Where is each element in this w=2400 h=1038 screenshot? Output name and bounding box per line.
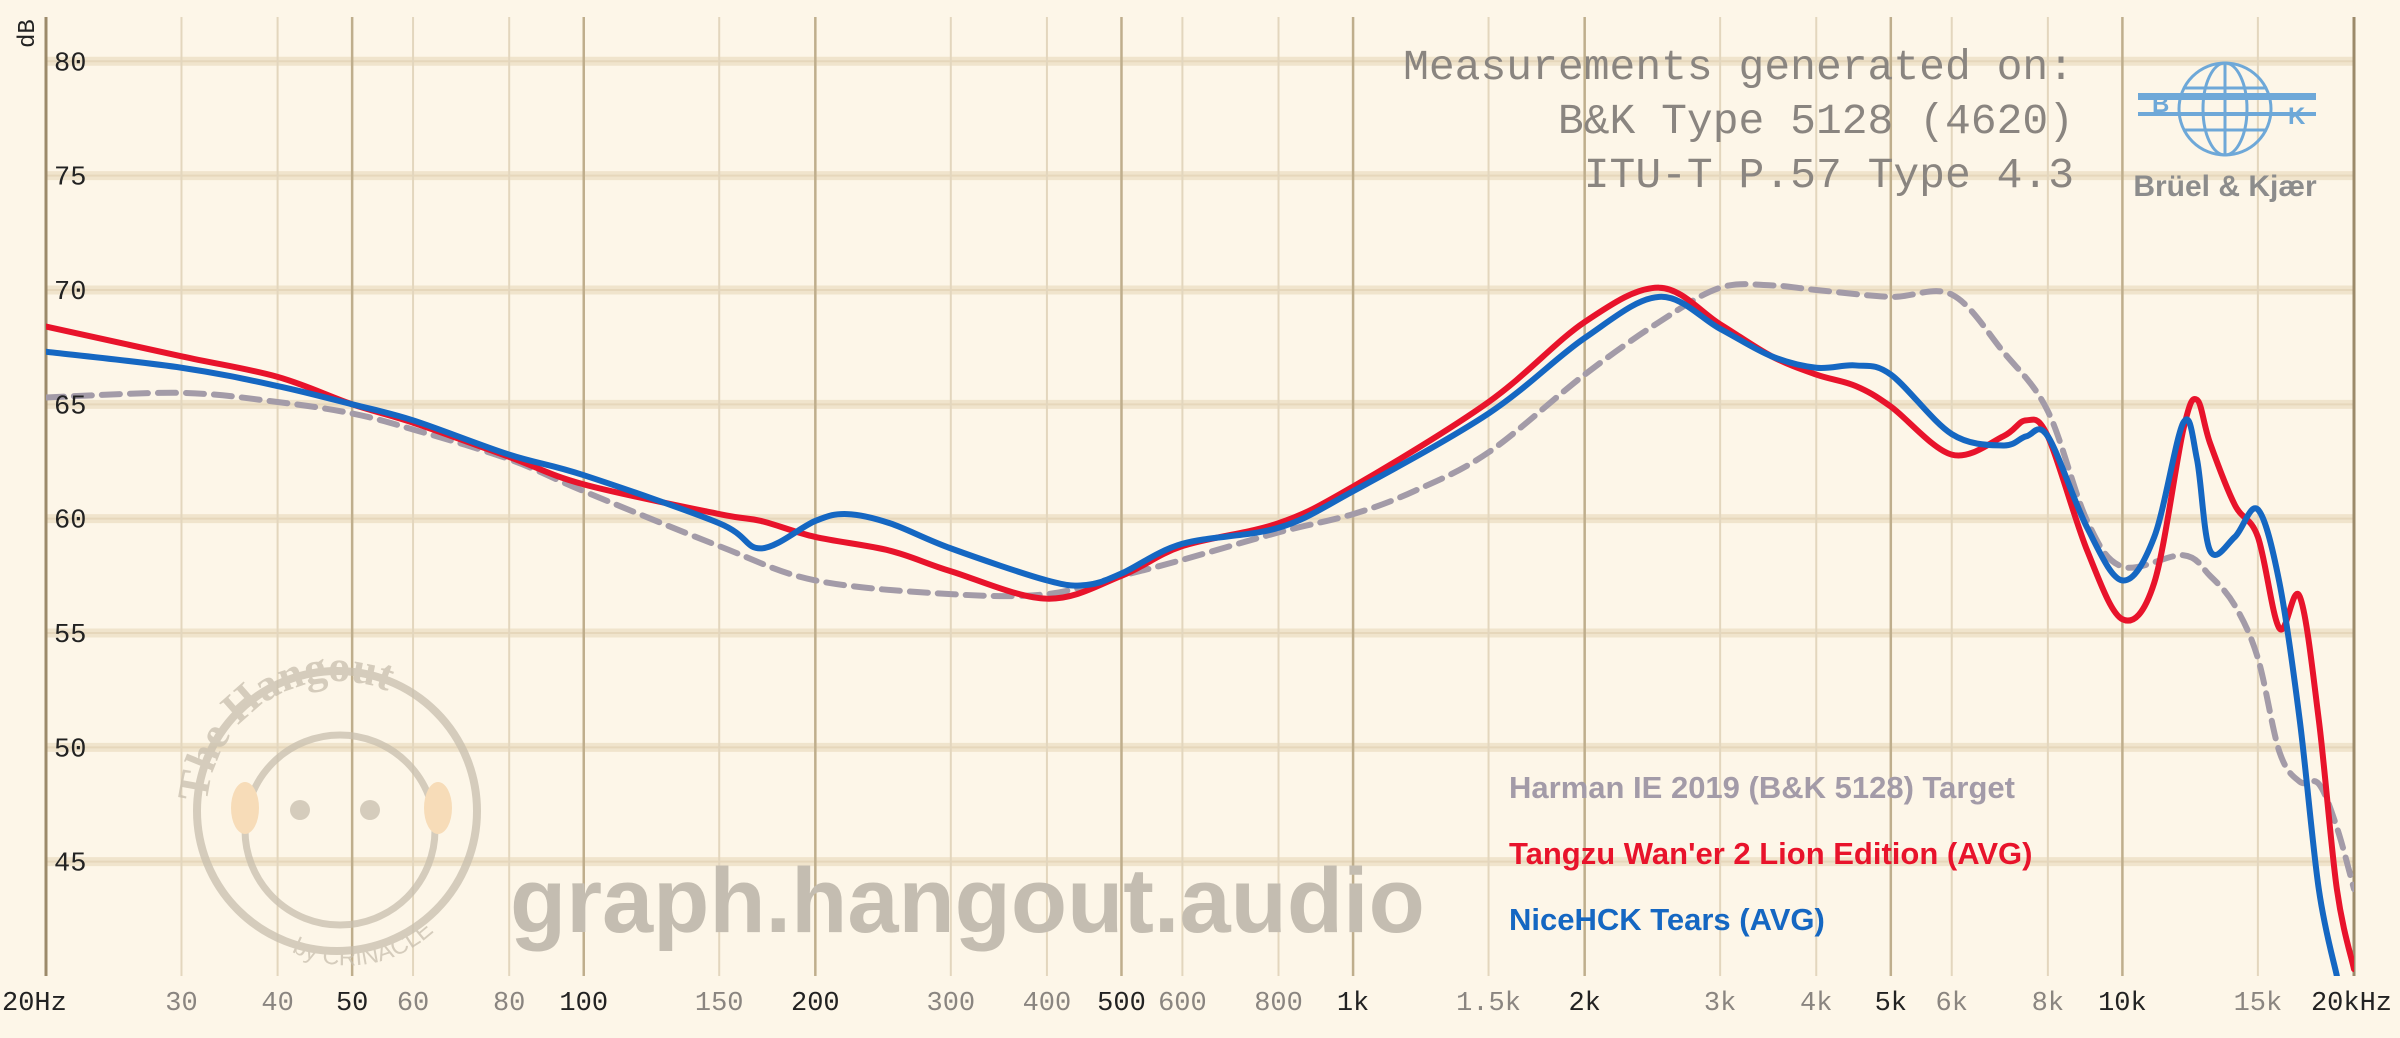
logo-eye [290,800,310,820]
legend: Harman IE 2019 (B&K 5128) Target Tangzu W… [1509,770,2032,937]
globe-band [2138,112,2316,116]
x-tick-label: 1.5k [1456,989,1521,1019]
x-tick-label: 5k [1875,989,1907,1019]
logo-ear [231,782,259,834]
x-tick-label: 600 [1158,989,1207,1019]
logo-ear [424,782,452,834]
title: Measurements generated on: B&K Type 5128… [1403,43,2074,200]
title-line: Measurements generated on: [1403,43,2074,92]
y-tick-label: 80 [54,49,86,79]
x-tick-label: 200 [791,989,840,1019]
title-line: B&K Type 5128 (4620) [1558,97,2074,146]
x-tick-label: 4k [1800,989,1832,1019]
x-tick-label: 500 [1097,989,1146,1019]
legend-entry: Harman IE 2019 (B&K 5128) Target [1509,770,2015,805]
x-tick-label: 20Hz [2,989,67,1019]
ticks: 45 50 55 60 65 70 75 80 20Hz 30 40 50 60 80 100 150 200 3… [2,49,2392,1019]
logo-ring [193,667,481,955]
bk-name: Brüel & Kjær [2133,170,2317,203]
y-tick-label: 50 [54,735,86,765]
y-tick-label: 45 [54,850,86,880]
y-tick-label: 75 [54,164,86,194]
x-tick-label: 1k [1337,989,1369,1019]
x-tick-label: 150 [695,989,744,1019]
x-tick-label: 8k [2032,989,2064,1019]
x-tick-label: 50 [336,989,368,1019]
bk-letter: B [2152,91,2169,118]
x-tick-label: 30 [165,989,197,1019]
bk-letter: K [2288,103,2306,130]
y-tick-label: 65 [54,392,86,422]
x-tick-label: 15k [2234,989,2283,1019]
logo-eye [360,800,380,820]
globe-band [2138,93,2316,100]
frequency-response [46,293,2340,976]
x-tick-label: 60 [397,989,429,1019]
legend-entry: NiceHCK Tears (AVG) [1509,902,1825,937]
y-tick-label: 70 [54,278,86,308]
title-line: ITU-T P.57 Type 4.3 [1584,151,2074,200]
x-tick-label: 3k [1704,989,1736,1019]
x-tick-label: 800 [1254,989,1303,1019]
legend-entry: Tangzu Wan'er 2 Lion Edition (AVG) [1509,836,2032,871]
x-tick-label: 100 [559,989,608,1019]
x-tick-label: 300 [927,989,976,1019]
curves [46,281,2354,976]
y-tick-label: 55 [54,621,86,651]
x-tick-label: 80 [493,989,525,1019]
watermark: graph.hangout.audio [510,850,1425,952]
x-tick-label: 400 [1023,989,1072,1019]
y-tick-label: 60 [54,507,86,537]
y-axis-label: dB [15,19,42,48]
x-tick-label: 2k [1568,989,1600,1019]
x-tick-label: 10k [2098,989,2147,1019]
bk-logo: B K Brüel & Kjær [2133,61,2317,203]
grid [44,17,2356,976]
x-tick-label: 6k [1936,989,1968,1019]
x-tick-label: 20kHz [2311,989,2392,1019]
x-tick-label: 40 [261,989,293,1019]
